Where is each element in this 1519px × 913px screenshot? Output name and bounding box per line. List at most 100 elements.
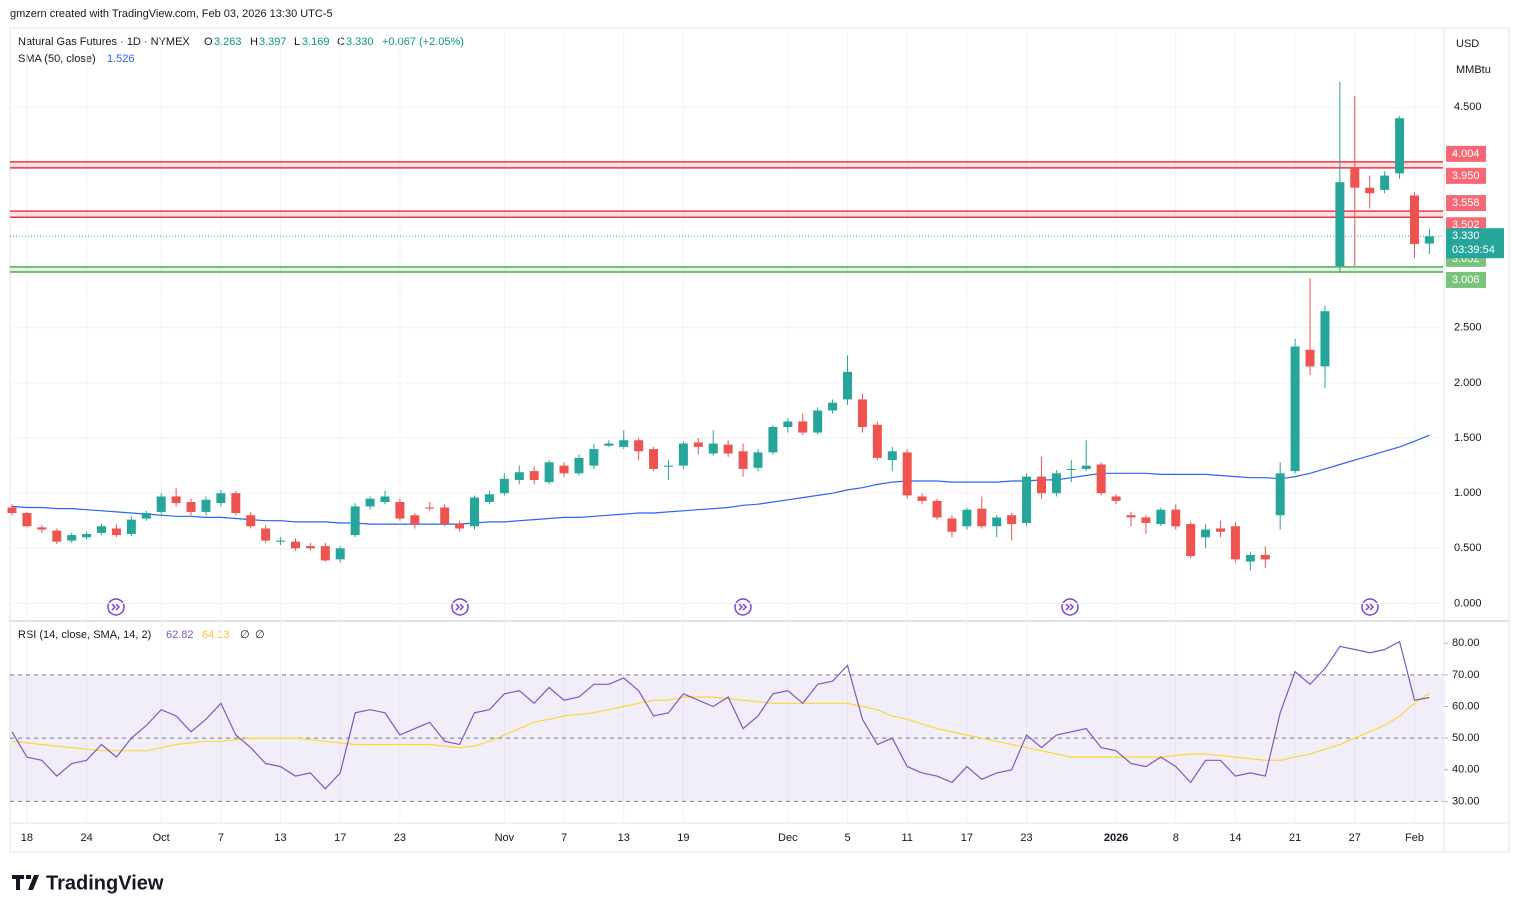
- candle-body: [723, 444, 733, 454]
- ohlc-value: 3.330: [346, 36, 374, 48]
- zone: [10, 211, 1443, 218]
- candle-body: [216, 493, 226, 504]
- ohlc-value: 3.169: [302, 36, 330, 48]
- candle-body: [1350, 167, 1360, 188]
- candle-body: [484, 494, 494, 502]
- event-icon: [734, 598, 752, 616]
- candle-body: [977, 508, 987, 527]
- candle-body: [753, 452, 763, 468]
- candle-body: [932, 500, 942, 518]
- level-label: 4.004: [1452, 148, 1480, 160]
- candle-body: [82, 533, 92, 538]
- event-icon: [451, 598, 469, 616]
- candle-body: [395, 502, 405, 519]
- rsi-extra: ∅: [240, 629, 250, 641]
- symbol: Natural Gas Futures · 1D · NYMEX: [18, 36, 190, 48]
- x-tick-label: 14: [1229, 832, 1241, 844]
- candle-body: [37, 527, 47, 530]
- candle-body: [455, 524, 465, 529]
- candle-body: [798, 421, 808, 433]
- candle-body: [1141, 517, 1151, 523]
- candle-body: [171, 496, 181, 504]
- last-price-label: 3.330: [1452, 230, 1480, 242]
- ohlc-label: O: [204, 36, 213, 48]
- candle-body: [783, 421, 793, 428]
- rsi-tick-label: 80.00: [1452, 637, 1480, 649]
- candle-body: [917, 496, 927, 501]
- x-tick-label: 18: [21, 832, 33, 844]
- x-tick-label: 7: [218, 832, 224, 844]
- logo: TradingView: [12, 872, 164, 894]
- candle-body: [290, 541, 300, 549]
- sma-value: 1.526: [107, 53, 135, 65]
- candle-body: [7, 507, 17, 514]
- x-tick-label: 2026: [1104, 832, 1128, 844]
- candle-body: [261, 528, 271, 541]
- event-icon: [1061, 598, 1079, 616]
- rsi-sma-value: 64.13: [202, 629, 230, 641]
- legend: Natural Gas Futures · 1D · NYMEX O 3.263…: [18, 36, 1491, 641]
- candle-body: [663, 465, 673, 467]
- candle-body: [1335, 182, 1345, 266]
- candle-body: [1216, 528, 1226, 532]
- candle-body: [156, 496, 166, 512]
- candle-body: [992, 517, 1002, 527]
- candle-body: [1395, 118, 1405, 174]
- currency: USD: [1456, 38, 1479, 50]
- candle-body: [1096, 464, 1106, 494]
- candle-body: [111, 528, 121, 536]
- rsi-value: 62.82: [166, 629, 194, 641]
- candle-body: [1230, 526, 1240, 560]
- candle-body: [1320, 311, 1330, 367]
- y-tick-label: 1.500: [1454, 432, 1482, 444]
- candle-body: [1036, 476, 1046, 494]
- logo-text: TradingView: [46, 872, 164, 894]
- candle-body: [1022, 476, 1032, 523]
- rsi-sma-line: [11, 692, 1430, 761]
- candle-body: [440, 507, 450, 525]
- candle-body: [320, 546, 330, 561]
- candle-body: [738, 451, 748, 469]
- candle-body: [22, 513, 32, 527]
- y-tick-label: 1.000: [1454, 487, 1482, 499]
- x-tick-label: 24: [80, 832, 92, 844]
- candle-body: [1186, 524, 1196, 557]
- rsi-tick-label: 60.00: [1452, 700, 1480, 712]
- x-tick-label: 17: [961, 832, 973, 844]
- candle-body: [1081, 465, 1091, 469]
- sma-name: SMA (50, close): [18, 53, 96, 65]
- ohlc-label: H: [250, 36, 258, 48]
- candle-body: [708, 443, 718, 454]
- candle-body: [1290, 346, 1300, 472]
- candle-body: [962, 509, 972, 527]
- y-tick-label: 4.500: [1454, 101, 1482, 113]
- candle-body: [1260, 554, 1270, 560]
- candle-body: [350, 506, 360, 536]
- level-label: 3.950: [1452, 170, 1480, 182]
- candle-body: [619, 440, 629, 447]
- candle-body: [1156, 509, 1166, 525]
- level-label: 3.006: [1452, 274, 1480, 286]
- ohlc-value: 3.397: [259, 36, 287, 48]
- candle-body: [828, 402, 838, 411]
- candle-body: [126, 519, 136, 534]
- logo-icon: [12, 875, 39, 890]
- candle-body: [335, 548, 345, 560]
- candle-body: [1171, 509, 1181, 527]
- candle-body: [589, 449, 599, 466]
- candle-body: [276, 540, 286, 542]
- zone: [10, 266, 1443, 272]
- candle-body: [604, 443, 614, 446]
- level-label: 3.558: [1452, 197, 1480, 209]
- candle-body: [1051, 473, 1061, 494]
- level-tag: [1446, 271, 1486, 288]
- candle-body: [649, 449, 659, 469]
- rsi-tick-label: 50.00: [1452, 732, 1480, 744]
- candle-body: [1409, 195, 1419, 244]
- candle-body: [246, 515, 256, 527]
- change: +0.067 (+2.05%): [382, 36, 464, 48]
- candle-body: [141, 513, 151, 519]
- level-label: 3.502: [1452, 219, 1480, 231]
- x-tick-label: 17: [334, 832, 346, 844]
